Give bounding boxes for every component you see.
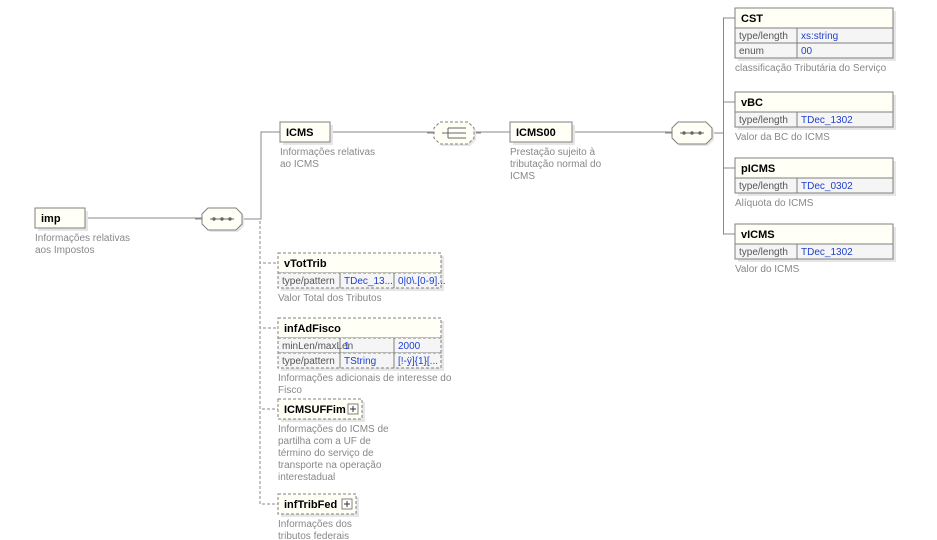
node-icmsuffim-desc: término do serviço de (278, 448, 374, 459)
node-imp-title: imp (41, 213, 61, 225)
node-icms00-desc: ICMS (510, 171, 535, 182)
node-cst-row0-label: type/length (739, 31, 788, 42)
node-vtottrib-row0-label: type/pattern (282, 276, 335, 287)
node-icms00: ICMS00 Prestação sujeito àtributação norm… (510, 122, 602, 182)
node-icms00-desc: Prestação sujeito à (510, 147, 595, 158)
node-infadfisco-desc: Informações adicionais de interesse do (278, 373, 452, 384)
node-icms00-desc: tributação normal do (510, 159, 602, 170)
node-icms00-title: ICMS00 (516, 127, 556, 139)
node-imp-desc: Informações relativas (35, 233, 130, 244)
node-vtottrib-row0-val1: TDec_13... (344, 276, 393, 287)
schema-diagram: impInformações relativasaos ImpostosICMS… (0, 0, 937, 540)
node-cst-row1-val1: 00 (801, 46, 813, 57)
node-icms-title: ICMS (286, 127, 314, 139)
node-inftribfed-desc: Informações dos (278, 519, 352, 530)
node-inftribfed: infTribFed Informações dostributos federa… (278, 494, 359, 540)
node-cst: CST type/length xs:string enum 00 classificaç… (735, 8, 896, 74)
node-picms: pICMS type/length TDec_0302 Alíquota do ICM… (735, 158, 896, 209)
node-icmsuffim: ICMSUFFim Informações do ICMS departilha … (278, 399, 389, 483)
node-vbc-row0-val1: TDec_1302 (801, 115, 853, 126)
node-icms-desc: Informações relativas (280, 147, 375, 158)
node-infadfisco-row1-label: type/pattern (282, 356, 335, 367)
node-vtottrib: vTotTrib type/pattern TDec_13... 0|0\.[0-9]… (278, 253, 446, 304)
node-vbc: vBC type/length TDec_1302 Valor da BC do IC… (735, 92, 896, 143)
node-icms: ICMS Informações relativasao ICMS (280, 122, 375, 170)
node-vicms-desc: Valor do ICMS (735, 264, 800, 275)
node-vicms-row0-label: type/length (739, 247, 788, 258)
node-vicms-title: vICMS (741, 229, 775, 241)
node-icmsuffim-desc: interestadual (278, 472, 335, 483)
node-vtottrib-title: vTotTrib (284, 258, 327, 270)
node-imp: imp Informações relativasaos Impostos (35, 208, 130, 256)
node-icmsuffim-desc: transporte na operação (278, 460, 382, 471)
node-picms-title: pICMS (741, 163, 775, 175)
node-infadfisco: infAdFisco minLen/maxLen1 2000 type/pattern… (278, 318, 452, 396)
compositor-seq1 (202, 208, 244, 232)
node-infadfisco-row0-label: minLen/maxLen (282, 341, 353, 352)
node-infadfisco-row0-val2: 2000 (398, 341, 421, 352)
node-picms-row0-val1: TDec_0302 (801, 181, 853, 192)
node-icmsuffim-desc: Informações do ICMS de (278, 424, 389, 435)
node-imp-desc: aos Impostos (35, 245, 94, 256)
node-vicms-row0-val1: TDec_1302 (801, 247, 853, 258)
node-vbc-desc: Valor da BC do ICMS (735, 132, 830, 143)
node-infadfisco-row1-val2: [!-ÿ]{1}[... (398, 356, 438, 367)
node-cst-row1-label: enum (739, 46, 764, 57)
node-vtottrib-row0-val2: 0|0\.[0-9]... (398, 276, 446, 287)
node-infadfisco-row0-val1: 1 (344, 341, 350, 352)
node-infadfisco-desc: Fisco (278, 385, 302, 396)
node-vbc-row0-label: type/length (739, 115, 788, 126)
node-cst-title: CST (741, 13, 763, 25)
compositor-seq2 (434, 122, 476, 146)
node-cst-row0-val1: xs:string (801, 31, 838, 42)
node-icmsuffim-desc: partilha com a UF de (278, 436, 371, 447)
compositor-seq3 (672, 122, 714, 146)
node-vtottrib-desc: Valor Total dos Tributos (278, 293, 382, 304)
node-vicms: vICMS type/length TDec_1302Valor do ICMS (735, 224, 896, 275)
node-vbc-title: vBC (741, 97, 763, 109)
node-inftribfed-title: infTribFed (284, 499, 337, 511)
node-picms-row0-label: type/length (739, 181, 788, 192)
node-inftribfed-desc: tributos federais (278, 531, 349, 540)
node-infadfisco-row1-val1: TString (344, 356, 376, 367)
node-cst-desc: classificação Tributária do Serviço (735, 63, 887, 74)
node-icmsuffim-title: ICMSUFFim (284, 404, 346, 416)
node-infadfisco-title: infAdFisco (284, 323, 341, 335)
node-icms-desc: ao ICMS (280, 159, 319, 170)
node-picms-desc: Alíquota do ICMS (735, 198, 814, 209)
